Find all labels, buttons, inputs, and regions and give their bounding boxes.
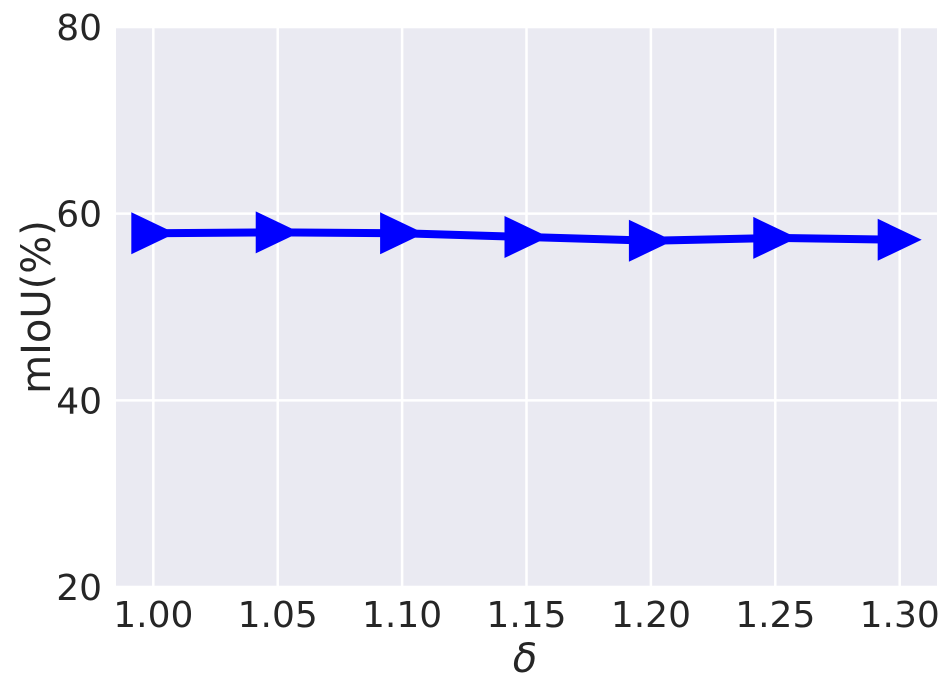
x-tick-label: 1.20 xyxy=(611,595,691,636)
data-point xyxy=(628,219,673,262)
data-point xyxy=(380,212,425,255)
x-tick-label: 1.10 xyxy=(362,595,442,636)
data-point xyxy=(877,218,922,261)
y-tick-label: 40 xyxy=(56,381,102,422)
data-point xyxy=(504,216,549,258)
y-tick-label: 80 xyxy=(56,8,102,49)
x-tick-label: 1.00 xyxy=(113,595,193,636)
x-tick-label: 1.15 xyxy=(486,595,566,636)
x-tick-label: 1.05 xyxy=(238,595,318,636)
y-tick-label: 20 xyxy=(56,568,102,609)
x-tick-label: 1.25 xyxy=(735,595,815,636)
y-axis-label: mIoU(%) xyxy=(14,220,60,394)
x-tick-label: 1.30 xyxy=(860,595,940,636)
y-tick-label: 60 xyxy=(56,195,102,236)
data-point xyxy=(255,211,300,254)
data-point xyxy=(131,212,176,255)
x-axis-label: δ xyxy=(513,636,537,682)
data-point xyxy=(753,216,798,259)
